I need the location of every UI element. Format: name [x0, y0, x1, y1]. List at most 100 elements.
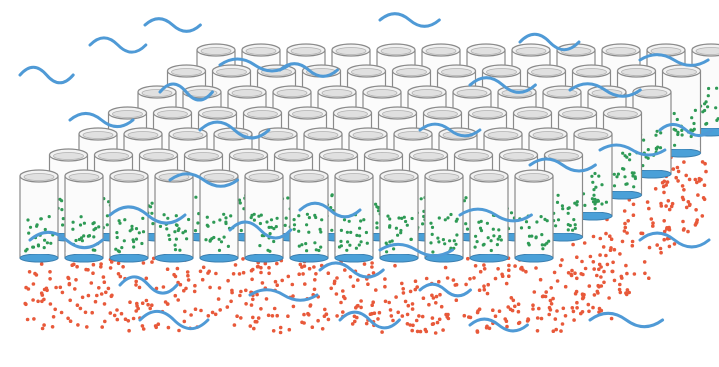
red-dot — [497, 309, 502, 314]
blue-strand — [138, 309, 210, 331]
red-dot — [144, 298, 149, 303]
green-dot — [364, 230, 368, 235]
green-dot — [534, 235, 538, 239]
green-dot — [283, 223, 287, 227]
red-dot — [312, 287, 317, 292]
green-dot — [204, 238, 208, 242]
red-dot — [301, 272, 305, 276]
green-dot — [181, 231, 185, 235]
green-dot — [166, 216, 170, 220]
cylinder-rim-inner — [141, 89, 173, 97]
blue-strand — [418, 282, 472, 298]
red-dot — [366, 282, 370, 287]
cylinder-rim-inner — [338, 173, 370, 181]
red-dot — [558, 263, 563, 268]
red-dot — [341, 310, 345, 314]
red-dot — [99, 265, 103, 269]
green-dot — [165, 227, 169, 231]
red-dot — [417, 314, 421, 318]
blue-strand — [378, 12, 441, 28]
red-dot — [44, 286, 49, 291]
red-dot — [251, 315, 255, 320]
blue-strand — [18, 65, 75, 85]
red-dot — [482, 263, 486, 267]
red-dot — [649, 217, 654, 221]
green-dot — [571, 228, 575, 232]
green-dot — [272, 227, 276, 231]
cylinder-rim-inner — [383, 173, 415, 181]
red-dot — [647, 245, 652, 250]
red-dot — [675, 165, 680, 170]
green-dot — [590, 197, 595, 201]
red-dot — [507, 268, 511, 273]
red-dot — [431, 296, 436, 300]
red-dot — [694, 208, 698, 212]
green-dot — [496, 237, 500, 241]
green-dot — [43, 238, 47, 242]
red-dot — [177, 328, 181, 333]
red-dot — [420, 314, 425, 319]
cylinder — [19, 169, 59, 263]
red-dot — [206, 314, 211, 318]
red-dot — [231, 272, 236, 276]
cylinder-rim-inner — [368, 152, 399, 160]
red-dot — [249, 303, 254, 307]
red-dot — [618, 290, 623, 295]
red-dot — [504, 281, 509, 286]
cylinder-rim-inner — [577, 131, 609, 139]
red-dot — [655, 243, 659, 247]
red-dot — [199, 308, 203, 313]
blue-strand — [143, 17, 202, 33]
green-dot — [593, 207, 597, 211]
blue-strand — [568, 82, 642, 98]
green-dot — [615, 175, 619, 179]
red-dot — [427, 302, 431, 307]
red-dot — [570, 268, 574, 273]
red-dot — [214, 271, 218, 276]
red-dot — [334, 292, 339, 296]
cylinder-rim-inner — [245, 47, 277, 55]
red-dot — [618, 282, 622, 287]
red-dot — [477, 288, 482, 293]
green-dot — [410, 216, 414, 221]
blue-strand — [338, 310, 401, 330]
red-dot — [86, 293, 91, 298]
red-dot — [462, 313, 467, 318]
green-dot — [475, 240, 479, 244]
cylinder-base — [379, 253, 419, 263]
green-dot — [593, 197, 597, 201]
green-dot — [238, 201, 242, 205]
green-dot — [347, 219, 351, 223]
cylinder-rim-inner — [441, 68, 472, 76]
green-dot — [272, 239, 276, 244]
red-dot — [610, 269, 615, 274]
blue-strand — [418, 122, 482, 138]
red-dot — [430, 316, 435, 320]
cylinder-rim-inner — [157, 110, 188, 118]
red-dot — [415, 285, 420, 289]
red-dot — [651, 224, 655, 228]
red-dot — [507, 274, 511, 279]
cylinder-rim-inner — [307, 131, 339, 139]
red-dot — [581, 295, 586, 300]
red-dot — [693, 177, 698, 182]
red-dot — [233, 263, 238, 267]
red-dot — [484, 325, 489, 330]
green-dot — [27, 231, 31, 235]
red-dot — [72, 262, 76, 267]
blue-strand — [658, 122, 714, 138]
cylinder-rim-inner — [233, 152, 264, 160]
red-dot — [250, 277, 254, 282]
red-dot — [229, 299, 233, 304]
red-dot — [586, 302, 591, 307]
green-dot — [71, 227, 75, 231]
red-dot — [662, 237, 666, 242]
green-dot — [36, 243, 41, 247]
red-dot — [75, 303, 80, 308]
cylinder-rim-inner — [380, 47, 412, 55]
red-dot — [534, 266, 538, 270]
green-dot — [654, 147, 659, 151]
red-dot — [418, 329, 423, 334]
red-dot — [597, 262, 602, 267]
green-dot — [597, 174, 601, 178]
